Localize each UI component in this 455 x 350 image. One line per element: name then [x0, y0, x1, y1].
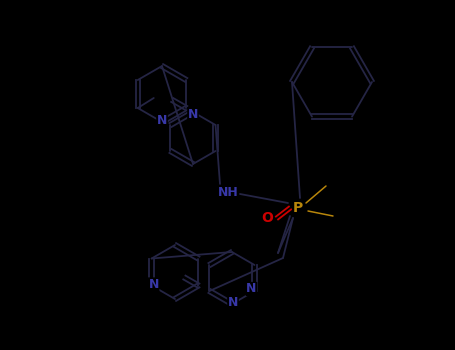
- Text: NH: NH: [217, 186, 238, 198]
- Text: N: N: [246, 282, 257, 295]
- Text: P: P: [293, 201, 303, 215]
- Text: N: N: [157, 113, 167, 126]
- Text: N: N: [188, 107, 198, 120]
- Text: N: N: [148, 278, 159, 291]
- Text: O: O: [261, 211, 273, 225]
- Text: N: N: [228, 295, 238, 308]
